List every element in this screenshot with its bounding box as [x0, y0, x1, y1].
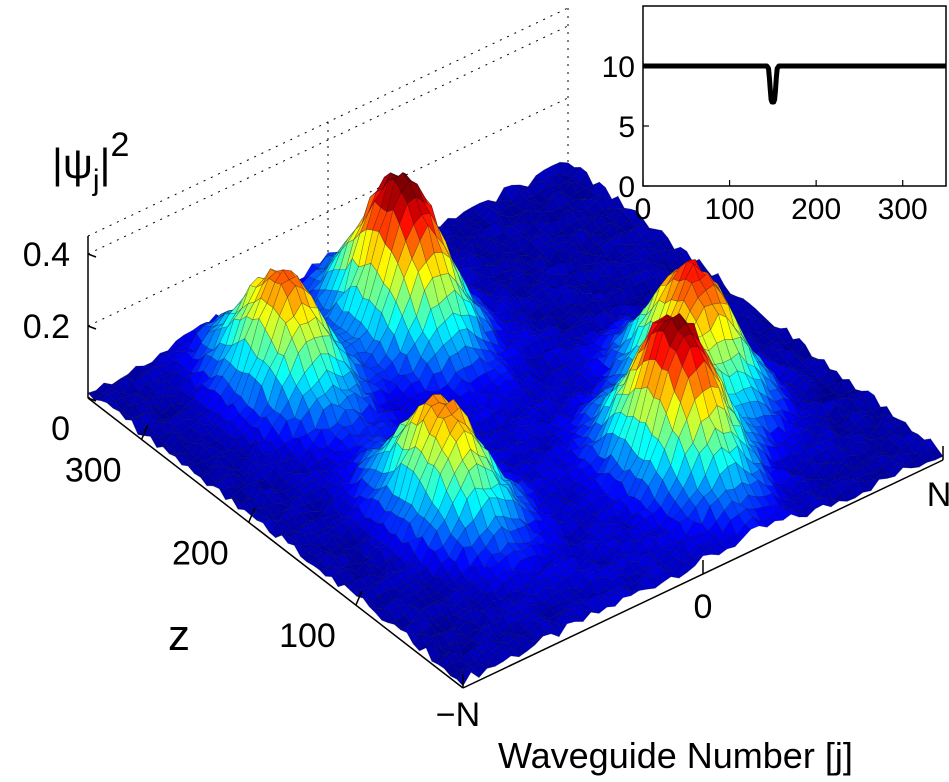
surface-patch	[759, 320, 775, 330]
inset-y-tick-label: 0	[618, 171, 635, 204]
inset-x-tick-label: 300	[878, 193, 928, 226]
y-tick-label: 200	[172, 534, 229, 572]
z-tick-label: 0.2	[23, 308, 70, 346]
y-tick-label: 100	[279, 617, 336, 655]
surface-patch	[859, 390, 875, 399]
inset-x-tick-label: 200	[791, 193, 841, 226]
surface-patch	[628, 210, 644, 228]
z-tick-mark	[87, 253, 97, 258]
z-axis-title-sup: 2	[110, 126, 129, 164]
z-axis-title-sub: j	[92, 164, 100, 197]
surface-patch	[653, 230, 669, 244]
surface-patch	[659, 237, 675, 251]
surface-patch	[883, 413, 901, 422]
surface-patch	[671, 246, 688, 254]
y-tick-mark	[140, 425, 149, 440]
surface-patch	[641, 224, 657, 233]
x-tick-label: 0	[694, 588, 713, 626]
x-axis-title: Waveguide Number [j]	[498, 735, 853, 776]
z-tick-label: 0	[51, 410, 70, 448]
surface-patch	[753, 314, 769, 321]
surface-patch	[790, 337, 806, 354]
y-tick-mark	[248, 507, 256, 523]
inset-x-tick-label: 100	[705, 193, 755, 226]
inset-y-tick-label: 10	[602, 51, 635, 84]
z-axis-title: |ψj|2	[52, 126, 129, 197]
surface-patch	[565, 166, 582, 178]
z-axis-title-close: |	[100, 140, 111, 187]
inset-x-tick-label: 0	[635, 193, 652, 226]
surface-patch	[734, 298, 751, 305]
surface-patch	[784, 337, 800, 351]
surface-patch	[578, 171, 594, 189]
y-tick-label: 300	[65, 451, 122, 489]
surface-patch	[616, 207, 631, 211]
surface-plot	[87, 161, 944, 687]
surface-patch	[797, 344, 813, 360]
surface-patch	[590, 181, 606, 198]
surface-patch	[872, 406, 888, 419]
surface-patch	[666, 246, 681, 252]
z-axis-title-base: |ψ	[52, 140, 93, 187]
inset-plot: 0 100 200 300 0 5 10	[602, 5, 947, 226]
surface-patch	[865, 394, 881, 413]
y-axis-title: z	[168, 611, 190, 660]
surface-patch	[853, 390, 869, 399]
surface-patch	[559, 161, 575, 177]
surface-patch	[928, 447, 944, 461]
surface-patch	[890, 419, 907, 427]
surface-patch	[778, 327, 794, 345]
inset-y-tick-label: 5	[618, 111, 635, 144]
inset-frame	[642, 5, 947, 187]
y-axis-line	[87, 397, 464, 689]
surface-patch	[922, 438, 938, 452]
surface-patch	[803, 356, 819, 360]
inset-series-line	[643, 63, 946, 105]
surface-patch	[746, 308, 763, 316]
surface-patch	[771, 327, 788, 337]
z-tick-mark	[87, 397, 97, 402]
x-tick-label: −N	[436, 696, 480, 734]
surface-patch	[727, 295, 744, 302]
surface-patch	[621, 208, 638, 219]
z-tick-label: 0.4	[23, 236, 70, 274]
surface-patch	[647, 228, 663, 241]
surface-patch	[584, 181, 600, 192]
surface-patch	[722, 293, 737, 297]
surface-patch	[572, 166, 588, 184]
tick-labels: 0 0.2 0.4 100 200 300 −N 0 N	[23, 236, 949, 734]
surface-patch	[840, 379, 856, 393]
surface-patch	[740, 303, 757, 311]
z-tick-mark	[87, 325, 97, 330]
y-tick-mark	[355, 590, 363, 606]
surface-patch	[609, 195, 625, 210]
surface-patch	[878, 405, 894, 418]
x-tick-label: N	[927, 476, 949, 514]
surface-patch	[916, 436, 931, 443]
surface-patch	[603, 194, 619, 211]
